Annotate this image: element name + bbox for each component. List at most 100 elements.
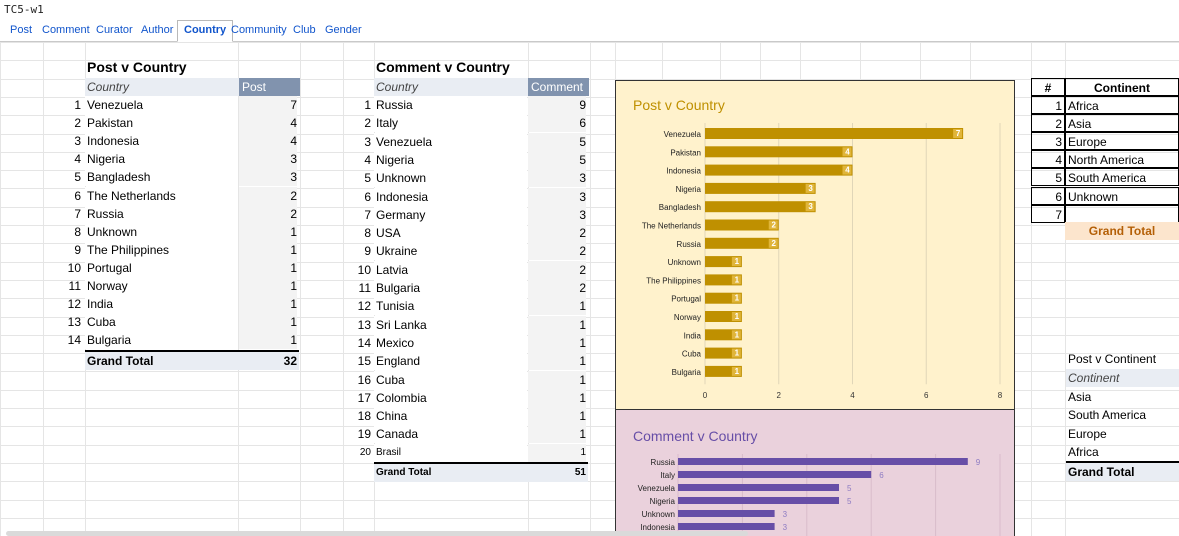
continent-row-name: North America — [1065, 150, 1179, 169]
data-label: 3 — [808, 184, 813, 193]
comment-row-rank: 1 — [364, 98, 371, 112]
comment-row-rank: 9 — [364, 244, 371, 259]
bar-label-bg — [768, 220, 778, 230]
bar — [705, 146, 853, 158]
y-tick-label: Indonesia — [640, 523, 675, 532]
tab-community[interactable]: Community — [231, 24, 287, 36]
post-row-country: The Netherlands — [85, 186, 238, 205]
bar — [705, 329, 742, 341]
comment-row-value: 5 — [528, 132, 586, 151]
y-tick-label: Unknown — [642, 510, 675, 519]
bar — [705, 219, 779, 231]
post-row-rank: 3 — [74, 134, 81, 149]
comment-row-rank: 16 — [357, 372, 371, 387]
comment-row-rank: 20 — [359, 446, 371, 458]
data-label: 1 — [735, 275, 740, 284]
continent-row-name: Asia — [1065, 114, 1179, 133]
bar-label-bg — [953, 129, 963, 138]
x-tick-label: 2 — [777, 391, 782, 400]
tab-gender[interactable]: Gender — [325, 24, 362, 36]
data-label: 1 — [735, 367, 740, 376]
continent-row-num: 5 — [1031, 168, 1065, 187]
comment-country-chart[interactable]: Comment v Country Russia 9 Italy 6 Venezuela… — [615, 410, 1015, 536]
y-tick-label: India — [684, 331, 702, 340]
bar — [705, 256, 742, 268]
comment-row-country: Italy — [374, 114, 527, 133]
post-row-rank: 12 — [67, 297, 81, 312]
bar-label-bg — [731, 275, 741, 285]
data-label: 3 — [808, 202, 813, 211]
horizontal-scrollbar[interactable] — [6, 531, 748, 536]
bar — [705, 164, 853, 176]
comment-row-country: Colombia — [374, 388, 527, 407]
bar-label-bg — [842, 147, 852, 157]
tab-comment[interactable]: Comment — [42, 24, 90, 36]
tab-country[interactable]: Country — [177, 20, 234, 42]
comment-row-rank: 12 — [357, 299, 371, 314]
bar — [678, 484, 839, 491]
post-row-country: India — [85, 295, 238, 314]
bar — [705, 365, 742, 377]
post-row-value: 3 — [239, 150, 297, 169]
comment-col-country: Country — [374, 78, 529, 96]
comment-row-country: Nigeria — [374, 150, 527, 169]
comment-grand-total-label: Grand Total — [374, 462, 529, 482]
y-tick-label: Norway — [674, 313, 701, 322]
bar — [678, 523, 775, 530]
bar — [705, 237, 779, 249]
data-label: 1 — [735, 330, 740, 339]
comment-row-value: 1 — [528, 315, 586, 334]
continent-row-name: Unknown — [1065, 186, 1179, 205]
post-continent-total: Grand Total — [1066, 461, 1179, 481]
comment-row-value: 3 — [528, 205, 586, 224]
post-row-country: Russia — [85, 204, 238, 223]
post-chart-title: Post v Country — [633, 97, 725, 113]
continent-row-num: 7 — [1031, 204, 1065, 223]
data-label: 2 — [772, 221, 777, 230]
post-continent-col: Continent — [1066, 369, 1179, 387]
comment-row-value: 1 — [528, 443, 586, 462]
comment-row-value: 1 — [528, 407, 586, 426]
comment-row-country: England — [374, 352, 527, 371]
x-tick-label: 0 — [703, 391, 708, 400]
comment-row-country: Ukraine — [374, 242, 527, 261]
comment-row-country: China — [374, 407, 527, 426]
bar — [705, 274, 742, 286]
post-table-heading: Post v Country — [87, 59, 187, 75]
comment-row-country: Cuba — [374, 370, 527, 389]
comment-row-country: Germany — [374, 205, 527, 224]
comment-row-value: 5 — [528, 150, 586, 169]
sheet-title: TC5-w1 — [4, 3, 44, 16]
tab-author[interactable]: Author — [141, 24, 174, 36]
tab-curator[interactable]: Curator — [96, 24, 133, 36]
data-label: 1 — [735, 294, 740, 303]
comment-grand-total-value: 51 — [528, 462, 588, 482]
comment-row-country: Latvia — [374, 260, 527, 279]
y-tick-label: Russia — [677, 240, 702, 249]
continent-row-name: Europe — [1065, 132, 1179, 151]
bar — [678, 510, 775, 517]
bar-label-bg — [731, 348, 741, 358]
bar-label-bg — [805, 202, 815, 212]
comment-row-rank: 18 — [357, 409, 371, 424]
post-row-rank: 6 — [74, 188, 81, 203]
comment-row-rank: 10 — [357, 262, 371, 277]
post-continent-row: Europe — [1068, 426, 1107, 441]
comment-row-value: 1 — [528, 425, 586, 444]
post-col-country: Country — [85, 78, 240, 96]
post-row-value: 4 — [239, 114, 297, 133]
y-tick-label: Portugal — [671, 295, 701, 304]
y-tick-label: Pakistan — [670, 148, 701, 157]
comment-row-country: Unknown — [374, 169, 527, 188]
bar — [678, 471, 872, 478]
bar-label-bg — [805, 183, 815, 193]
tab-post[interactable]: Post — [10, 24, 33, 36]
tab-club[interactable]: Club — [293, 24, 316, 36]
data-label: 1 — [735, 349, 740, 358]
post-continent-row: Africa — [1068, 444, 1099, 459]
y-tick-label: Cuba — [682, 350, 702, 359]
comment-row-rank: 5 — [364, 171, 371, 186]
post-country-chart[interactable]: Post v Country 0 2 4 6 8 Venezuela 7 Pakistan 4 I… — [615, 80, 1015, 410]
post-grand-total-label: Grand Total — [85, 350, 240, 370]
post-row-rank: 13 — [67, 315, 81, 330]
